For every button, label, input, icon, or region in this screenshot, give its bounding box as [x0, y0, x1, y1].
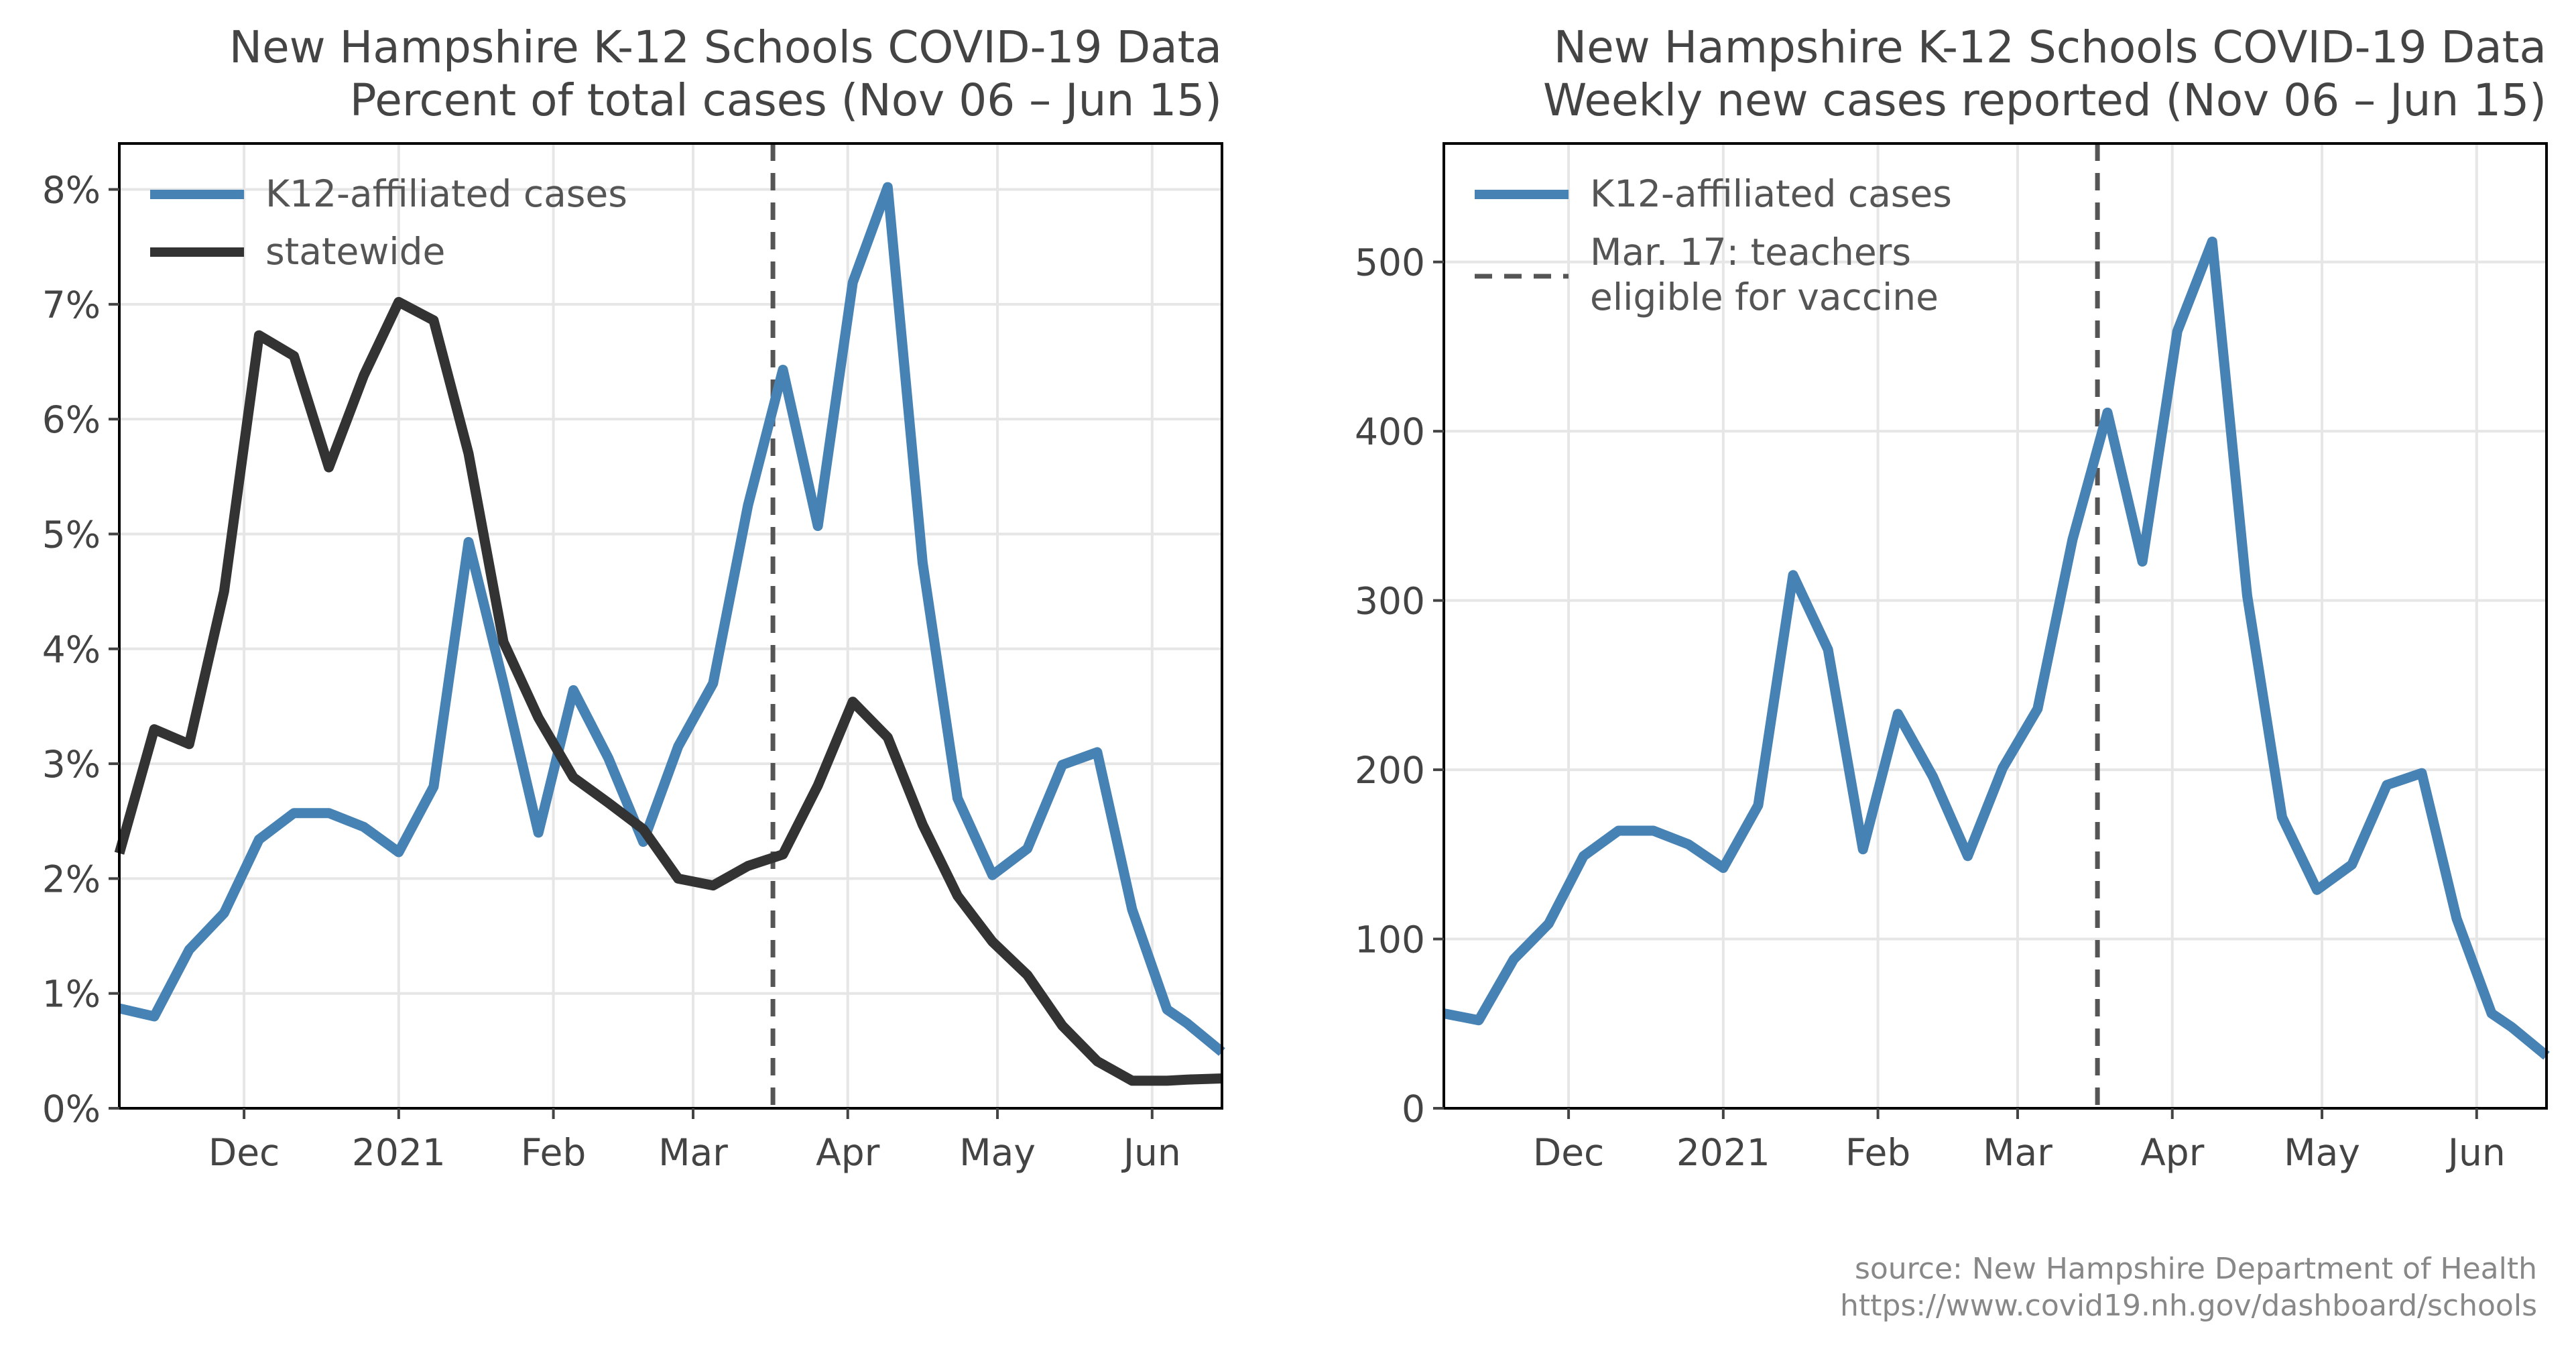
y-tick-label: 1%: [42, 973, 101, 1016]
y-tick-label: 0: [1402, 1087, 1425, 1130]
legend-label-k12: K12-affiliated cases: [265, 172, 627, 215]
chart-title: New Hampshire K-12 Schools COVID-19 Data: [1554, 21, 2547, 73]
chart-subtitle: Percent of total cases (Nov 06 – Jun 15): [350, 74, 1222, 126]
chart-subtitle: Weekly new cases reported (Nov 06 – Jun …: [1543, 74, 2547, 126]
x-tick-label: Apr: [2140, 1131, 2205, 1174]
y-tick-label: 5%: [42, 513, 101, 556]
y-tick-label: 2%: [42, 858, 101, 900]
series-lines: [114, 182, 1225, 1086]
x-tick-label: Jun: [2446, 1131, 2506, 1174]
x-tick-label: 2021: [352, 1131, 446, 1174]
grid: [119, 143, 1222, 1110]
legend: K12-affiliated cases statewide: [150, 172, 627, 273]
x-tick-label: May: [2284, 1131, 2360, 1174]
source-text: source: New Hampshire Department of Heal…: [1855, 1252, 2537, 1286]
source-url: https://www.covid19.nh.gov/dashboard/sch…: [1840, 1289, 2537, 1323]
series-line-statewide: [114, 296, 1223, 1086]
y-tick-label: 0%: [42, 1087, 101, 1130]
y-tick-label: 7%: [42, 284, 101, 327]
y-axis: 0% 1% 2% 3% 4% 5% 6% 7% 8%: [42, 169, 119, 1130]
x-tick-label: Dec: [208, 1131, 280, 1174]
y-tick-label: 500: [1355, 241, 1425, 284]
x-tick-label: May: [959, 1131, 1036, 1174]
legend-label-k12: K12-affiliated cases: [1590, 172, 1952, 215]
weekly-cases-chart: New Hampshire K-12 Schools COVID-19 Data…: [1355, 21, 2550, 1174]
series-line-k12-affiliated-cases: [1443, 236, 2550, 1060]
x-tick-label: Apr: [816, 1131, 880, 1174]
plot-frame: [1443, 142, 2548, 1110]
y-tick-label: 400: [1355, 410, 1425, 453]
legend-label-vline-line2: eligible for vaccine: [1590, 276, 1939, 318]
y-tick-label: 100: [1355, 919, 1425, 961]
y-tick-label: 200: [1355, 749, 1425, 792]
x-tick-label: 2021: [1676, 1131, 1770, 1174]
x-tick-label: Mar: [1983, 1131, 2052, 1174]
x-axis: Dec 2021 Feb Mar Apr May Jun: [208, 1108, 1181, 1174]
x-axis: Dec 2021 Feb Mar Apr May Jun: [1533, 1108, 2506, 1174]
legend-label-statewide: statewide: [265, 230, 445, 273]
legend-label-vline-line1: Mar. 17: teachers: [1590, 231, 1911, 274]
chart-title: New Hampshire K-12 Schools COVID-19 Data: [229, 21, 1222, 73]
y-axis: 0 100 200 300 400 500: [1355, 241, 1444, 1130]
x-tick-label: Jun: [1121, 1131, 1181, 1174]
x-tick-label: Feb: [521, 1131, 586, 1174]
series-line-k12-affiliated-cases: [118, 182, 1225, 1056]
y-tick-label: 300: [1355, 580, 1425, 623]
y-tick-label: 3%: [42, 743, 101, 786]
plot-frame: [118, 142, 1223, 1110]
x-tick-label: Dec: [1533, 1131, 1604, 1174]
legend: K12-affiliated cases Mar. 17: teachers e…: [1475, 172, 1952, 318]
y-tick-label: 8%: [42, 169, 101, 212]
x-tick-label: Feb: [1845, 1131, 1910, 1174]
series-lines: [1443, 236, 2550, 1060]
percent-chart: New Hampshire K-12 Schools COVID-19 Data…: [42, 21, 1225, 1174]
y-tick-label: 6%: [42, 398, 101, 441]
x-tick-label: Mar: [658, 1131, 728, 1174]
y-tick-label: 4%: [42, 628, 101, 671]
